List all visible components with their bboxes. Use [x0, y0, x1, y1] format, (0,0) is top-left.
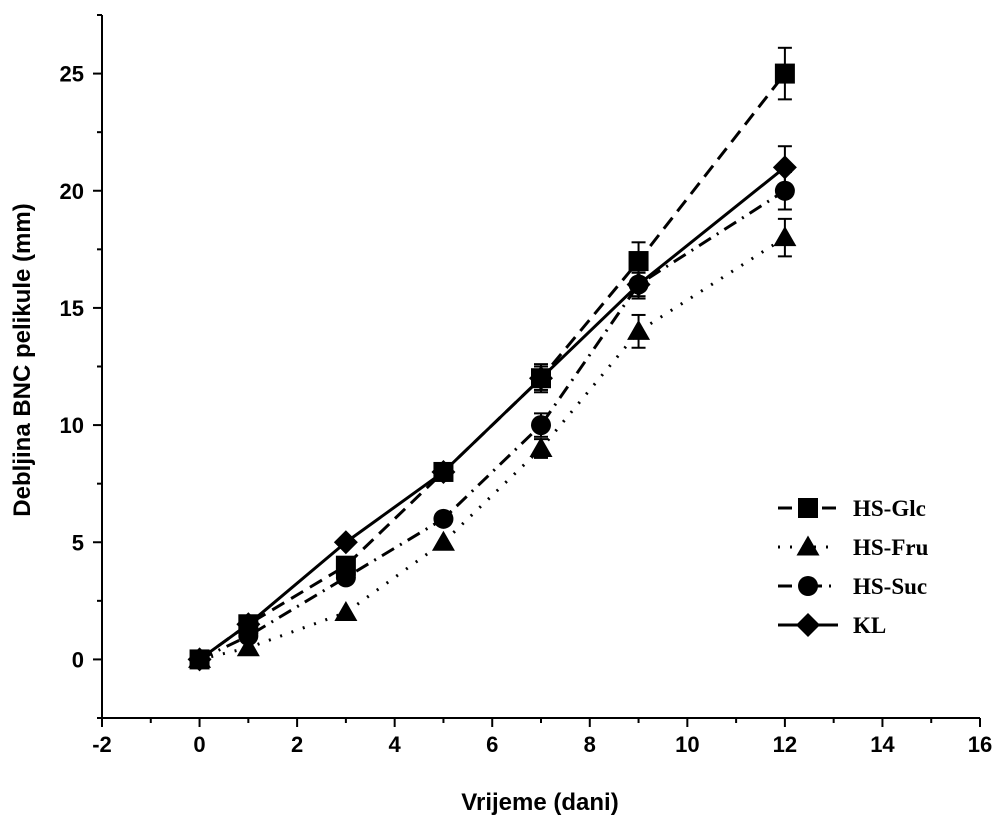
data-point: [236, 612, 261, 637]
x-axis-title: Vrijeme (dani): [461, 789, 618, 816]
x-tick-label: 10: [675, 732, 699, 757]
legend-item-hs-glc: HS-Glc: [778, 496, 926, 521]
legend-marker: [798, 498, 818, 518]
y-tick-label: 5: [72, 530, 84, 555]
x-tick-label: 6: [486, 732, 498, 757]
data-point: [236, 636, 260, 657]
legend-marker: [796, 613, 820, 637]
data-point: [531, 415, 551, 436]
x-tick-label: 12: [773, 732, 797, 757]
data-point: [529, 366, 553, 391]
y-tick-label: 15: [60, 296, 84, 321]
x-tick-label: 8: [584, 732, 596, 757]
data-point: [774, 63, 795, 84]
data-point: [627, 319, 651, 340]
data-point: [431, 459, 456, 484]
y-tick-label: 10: [60, 413, 84, 438]
x-tick-label: 4: [389, 732, 402, 757]
data-point: [772, 155, 797, 180]
y-tick-label: 20: [60, 179, 84, 204]
data-point: [333, 530, 358, 555]
data-point: [774, 180, 795, 201]
legend-item-kl: KL: [778, 613, 886, 638]
legend-marker: [796, 535, 820, 556]
series-hs-fru: [188, 217, 797, 668]
legend-label: KL: [853, 613, 886, 638]
series-line: [198, 72, 787, 661]
data-point: [334, 601, 358, 622]
y-tick-label: 25: [60, 62, 84, 87]
axis-ticks: -2 0 2 4 6 8 10 12 14 16 0 5 10 15 20 25: [60, 14, 992, 757]
data-point: [335, 567, 356, 588]
plot-area: [187, 46, 797, 672]
data-point: [628, 251, 649, 272]
data-point: [187, 647, 212, 672]
y-axis-title: Debljina BNC pelikule (mm): [9, 203, 36, 516]
x-tick-label: 2: [291, 732, 303, 757]
series-hs-glc: [189, 46, 795, 670]
data-point: [773, 226, 797, 247]
series-line: [198, 166, 786, 661]
legend-item-hs-fru: HS-Fru: [778, 535, 929, 560]
data-point: [529, 437, 553, 458]
series-line: [199, 236, 786, 661]
y-tick-label: 0: [72, 647, 84, 672]
series-kl: [187, 145, 797, 672]
legend-marker: [798, 576, 818, 596]
x-tick-label: 0: [193, 732, 205, 757]
data-point: [433, 508, 454, 529]
x-tick-label: -2: [92, 732, 112, 757]
legend-label: HS-Suc: [853, 574, 927, 599]
legend: HS-Glc HS-Fru HS-Suc KL: [778, 496, 929, 638]
legend-item-hs-suc: HS-Suc: [778, 574, 927, 599]
series-hs-suc: [189, 171, 795, 670]
data-point: [626, 272, 651, 297]
legend-label: HS-Fru: [853, 535, 929, 560]
x-tick-label: 14: [870, 732, 895, 757]
legend-label: HS-Glc: [853, 496, 926, 521]
data-point: [431, 530, 455, 551]
x-tick-label: 16: [968, 732, 992, 757]
